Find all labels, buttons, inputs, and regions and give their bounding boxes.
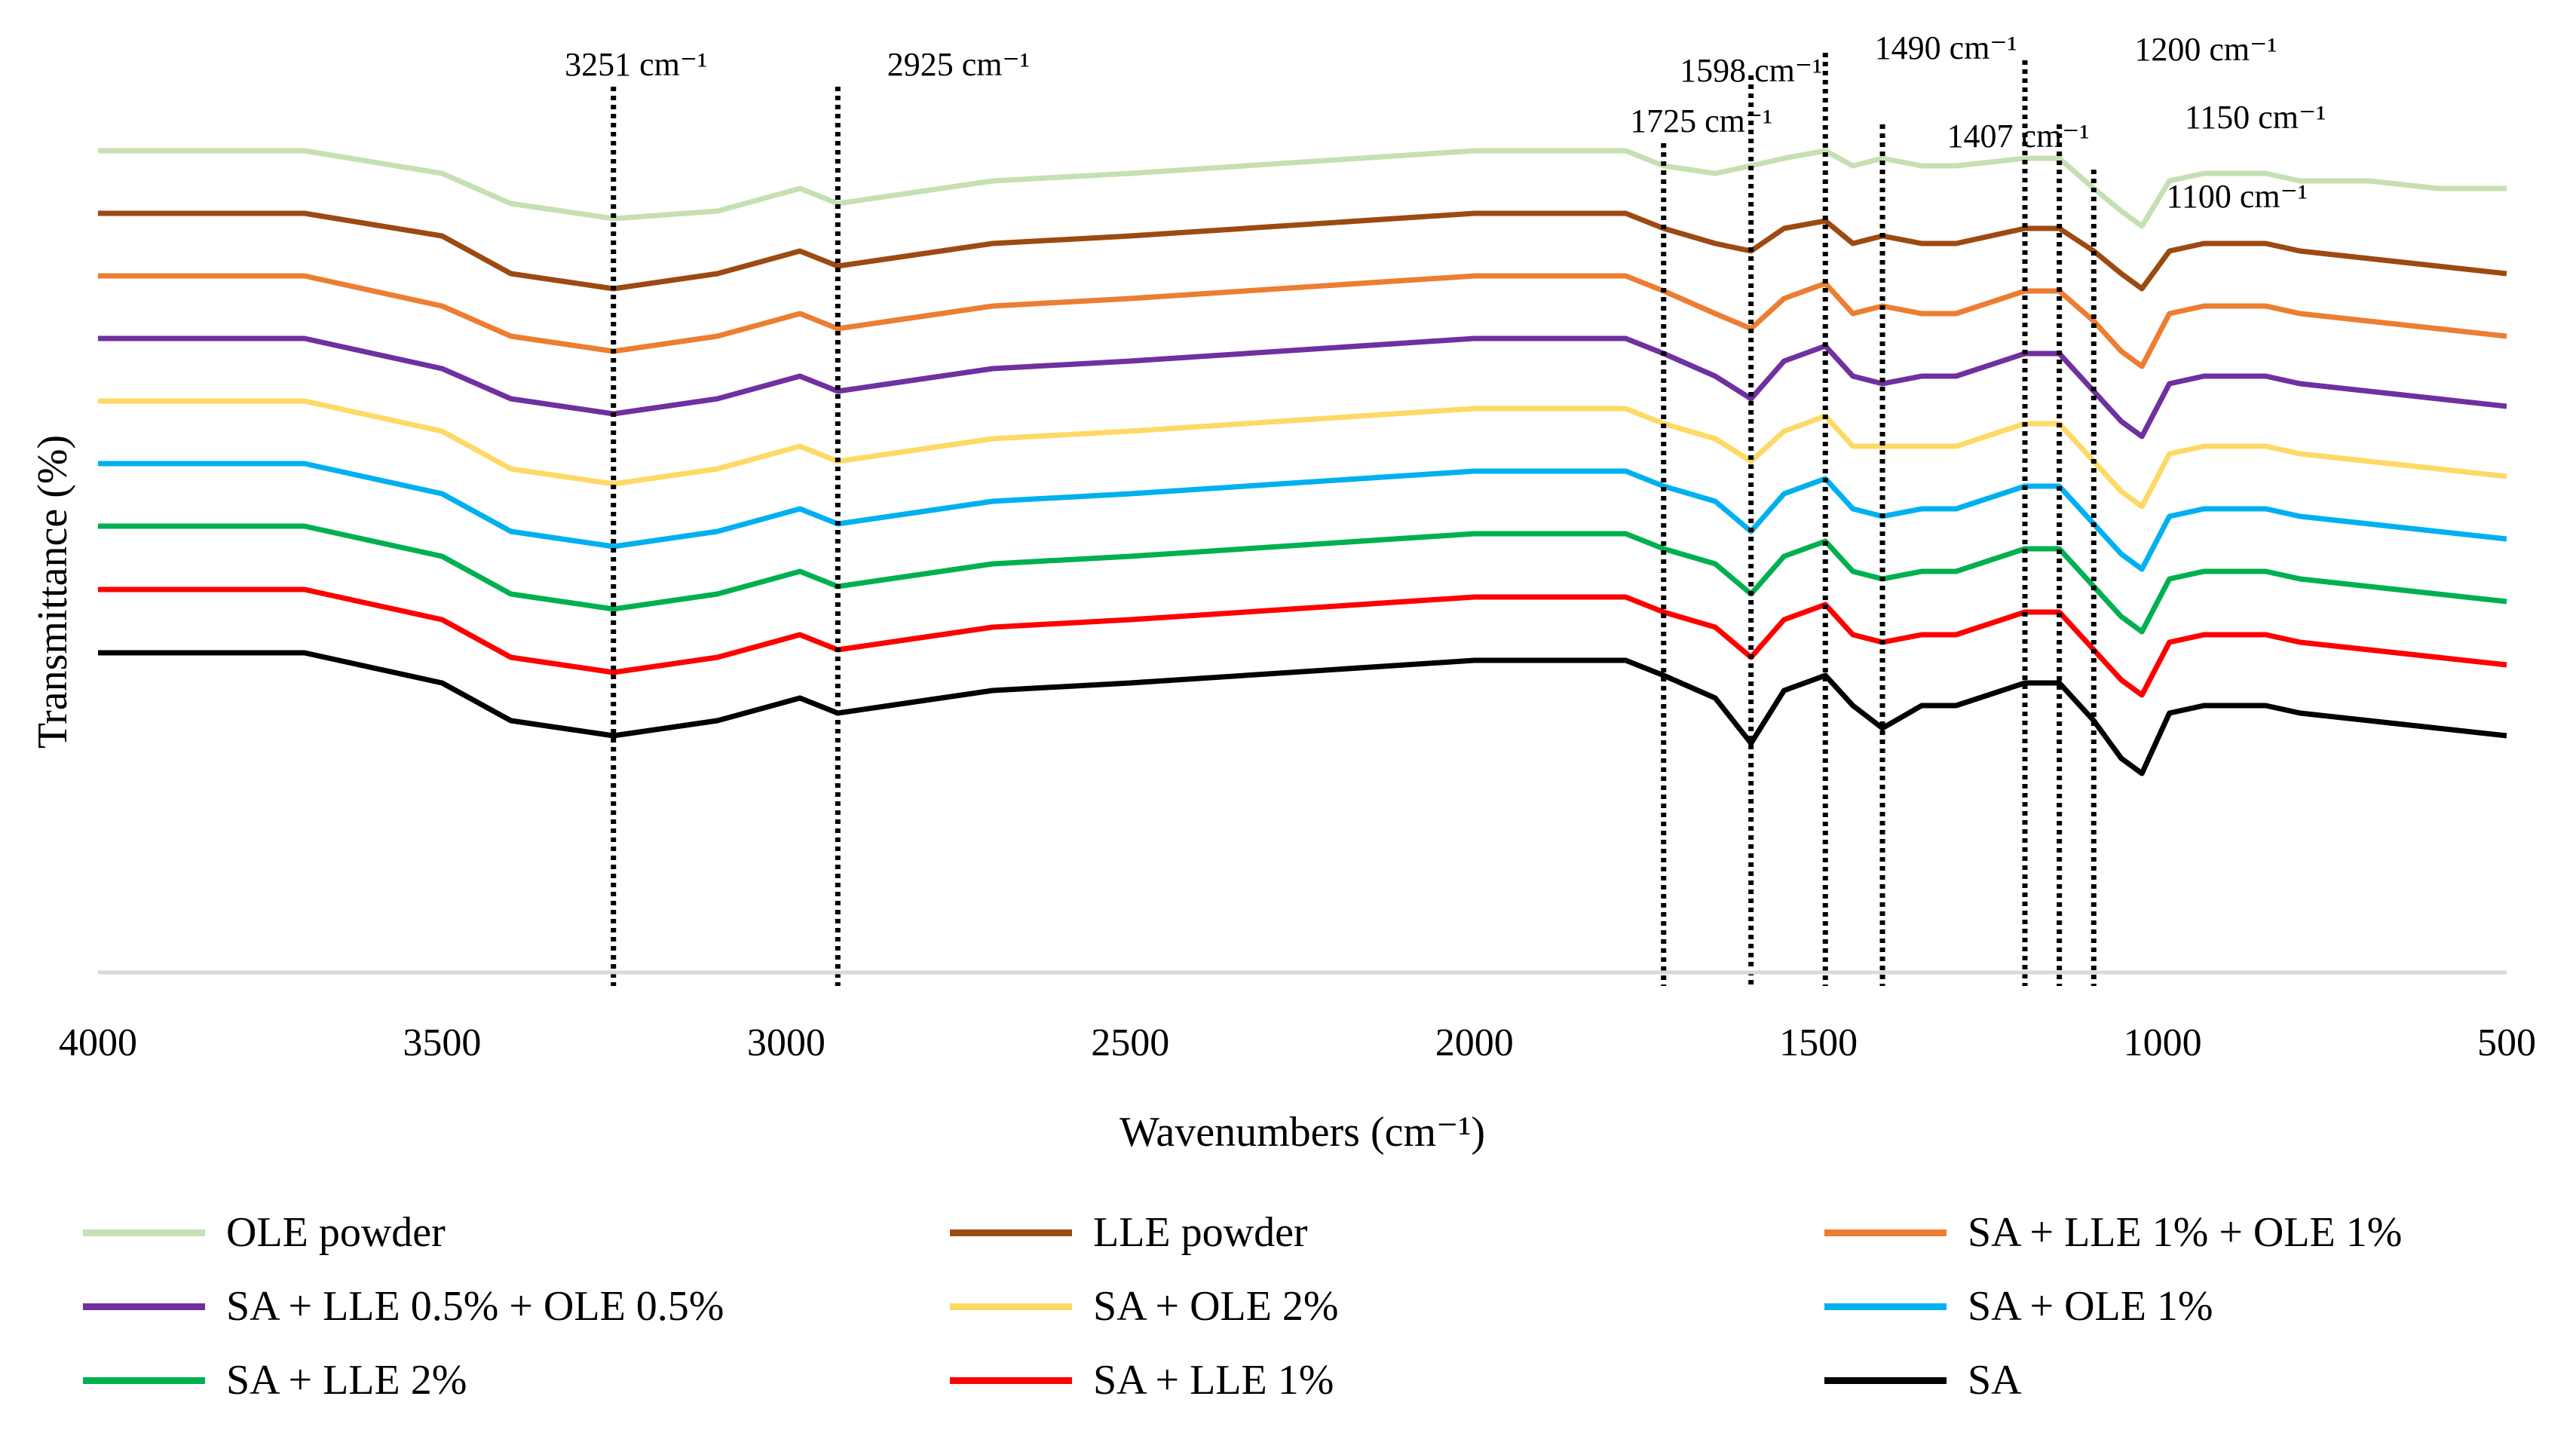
annotation-label: 1200 cm⁻¹ [2134, 31, 2277, 68]
legend-label: SA + LLE 1% + OLE 1% [1968, 1209, 2403, 1256]
legend-label: SA + OLE 2% [1093, 1283, 1339, 1330]
series-line-1 [98, 210, 2507, 292]
legend-swatch [950, 1303, 1072, 1310]
x-axis-title: Wavenumbers (cm⁻¹) [1120, 1109, 1485, 1156]
x-tick-label: 1500 [1779, 1021, 1858, 1064]
legend-item-lle-powder: LLE powder [950, 1202, 1824, 1263]
ftir-chart: 4000 3500 3000 2500 2000 1500 1000 500 3251 cm⁻… [29, 29, 2536, 1156]
legend-swatch [1824, 1303, 1947, 1310]
legend-item-sa-ole1: SA + OLE 1% [1824, 1276, 2533, 1337]
annotation-labels: 3251 cm⁻¹ 2925 cm⁻¹ 1725 cm⁻¹ 1598 cm⁻¹ 1490… [565, 29, 2326, 215]
series-line-5 [98, 461, 2507, 572]
annotation-lines [611, 53, 2097, 986]
series-line-0 [98, 148, 2507, 229]
legend-swatch [83, 1376, 205, 1384]
annotation-label: 1407 cm⁻¹ [1947, 118, 2089, 155]
legend-item-sa-lle1: SA + LLE 1% [950, 1350, 1824, 1410]
legend-item-sa-ole2: SA + OLE 2% [950, 1276, 1824, 1337]
annotation-label: 1725 cm⁻¹ [1630, 103, 1772, 139]
x-tick-label: 500 [2477, 1021, 2536, 1064]
series-line-6 [98, 523, 2507, 635]
x-tick-label: 3500 [403, 1021, 481, 1064]
x-tick-label: 3000 [747, 1021, 825, 1064]
annotation-label: 1490 cm⁻¹ [1875, 29, 2017, 66]
legend: OLE powder LLE powder SA + LLE 1% + OLE … [83, 1202, 2533, 1410]
x-tick-label: 4000 [59, 1021, 137, 1064]
series-line-8 [98, 650, 2507, 776]
legend-label: OLE powder [226, 1209, 446, 1256]
legend-item-sa: SA [1824, 1350, 2533, 1410]
legend-label: SA + LLE 1% [1093, 1357, 1334, 1404]
legend-swatch [1824, 1376, 1947, 1384]
legend-swatch [83, 1229, 205, 1236]
annotation-label: 3251 cm⁻¹ [565, 46, 707, 83]
series-line-7 [98, 586, 2507, 698]
legend-label: SA + OLE 1% [1968, 1283, 2213, 1330]
legend-swatch [1824, 1229, 1947, 1236]
legend-label: SA [1968, 1357, 2022, 1404]
legend-swatch [950, 1229, 1072, 1236]
annotation-label: 2925 cm⁻¹ [887, 46, 1030, 83]
legend-item-sa-lle1-ole1: SA + LLE 1% + OLE 1% [1824, 1202, 2533, 1263]
x-tick-label: 2000 [1435, 1021, 1514, 1064]
legend-swatch [83, 1303, 205, 1310]
legend-label: LLE powder [1093, 1209, 1308, 1256]
legend-label: SA + LLE 2% [226, 1357, 467, 1404]
series-layer [98, 148, 2507, 776]
series-line-4 [98, 398, 2507, 510]
legend-label: SA + LLE 0.5% + OLE 0.5% [226, 1283, 724, 1330]
series-line-2 [98, 273, 2507, 369]
legend-item-ole-powder: OLE powder [83, 1202, 950, 1263]
legend-swatch [950, 1376, 1072, 1384]
x-tick-label: 1000 [2124, 1021, 2202, 1064]
legend-item-sa-lle2: SA + LLE 2% [83, 1350, 950, 1410]
legend-item-sa-lle05-ole05: SA + LLE 0.5% + OLE 0.5% [83, 1276, 950, 1337]
annotation-label: 1598 cm⁻¹ [1680, 52, 1822, 89]
x-tick-label: 2500 [1091, 1021, 1169, 1064]
annotation-label: 1150 cm⁻¹ [2185, 99, 2326, 136]
y-axis-title: Transmittance (%) [29, 435, 76, 749]
x-tick-labels: 4000 3500 3000 2500 2000 1500 1000 500 [59, 1021, 2536, 1064]
annotation-label: 1100 cm⁻¹ [2167, 178, 2308, 215]
